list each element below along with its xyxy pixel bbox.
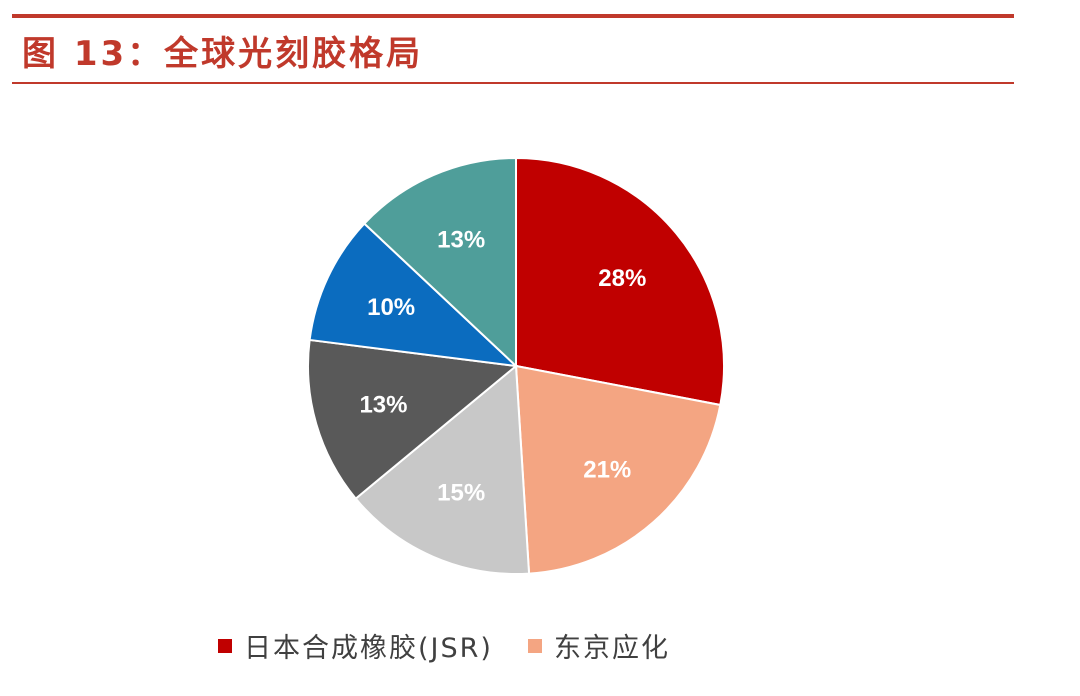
- pie-slice-label-5: 10%: [367, 294, 415, 321]
- title-rule-bottom: [12, 82, 1014, 84]
- pie-slice-label-6: 13%: [437, 226, 485, 253]
- legend-item-jsr: 日本合成橡胶(JSR): [218, 626, 493, 665]
- title-rule-top: [12, 14, 1014, 18]
- legend-swatch-tok: [528, 638, 542, 653]
- pie-slice-4: [307, 338, 519, 500]
- legend-label-tok: 东京应化: [554, 633, 670, 664]
- pie-slice-3: [354, 363, 531, 575]
- pie-slice-label-1: 28%: [598, 265, 646, 292]
- pie-slice-label-2: 21%: [583, 457, 631, 484]
- pie-labels: 28% 21% 15% 13% 10% 13%: [359, 226, 646, 506]
- figure-title: 图 13：全球光刻胶格局: [22, 34, 424, 74]
- legend-item-tok: 东京应化: [528, 626, 670, 665]
- pie-slice-2: [514, 364, 722, 575]
- pie-slice-1: [515, 156, 725, 407]
- pie-slice-6: [362, 156, 517, 369]
- pie-slice-label-4: 13%: [359, 392, 407, 419]
- pie-slices: [307, 156, 725, 575]
- pie-slice-label-3: 15%: [437, 480, 485, 507]
- legend-label-jsr: 日本合成橡胶(JSR): [244, 633, 493, 664]
- pie-slice-5: [308, 222, 519, 368]
- legend-swatch-jsr: [218, 638, 232, 653]
